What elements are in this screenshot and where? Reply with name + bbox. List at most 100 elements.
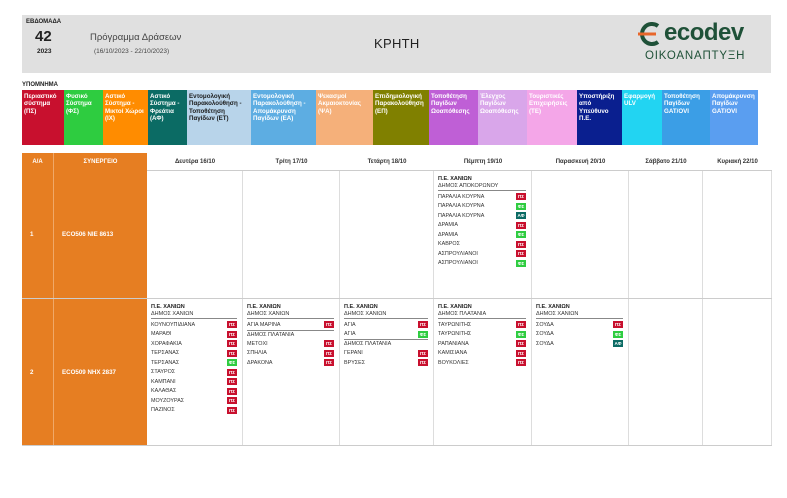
activity-type-badge: ΦΣ [227,359,237,367]
activity-row: ΔΡΑΚΟΝΑ ΠΣ [247,358,334,368]
program-title: Πρόγραμμα Δράσεων [90,32,182,43]
activity-type-badge: ΠΣ [418,359,428,367]
activity-row: ΤΑΥΡΩΝΙΤΗΣ ΠΣ [438,320,526,330]
logo-subtitle: ΟΙΚΟΑΝΑΠΤΥΞΗ [645,50,746,62]
region-title: ΚΡΗΤΗ [374,36,420,51]
activity-location: ΔΡΑΜΙΑ [438,222,458,229]
legend: Περιαστικό σύστημα (ΠΣ) Φυσικό Σύστημα (Φ… [22,90,758,145]
activity-row: ΓΕΡΑΝΙ ΠΣ [344,349,428,359]
activity-location: ΚΟΥΝΟΥΠΙΔΙΑΝΑ [151,321,196,328]
activity-type-badge: ΠΣ [227,349,237,357]
column-header-day: Σάββατο 21/10 [629,153,703,171]
activity-row: ΜΟΥΖΟΥΡΑΣ ΠΣ [151,396,237,406]
team-name: ECO506 ΝΙΕ 8613 [53,171,147,298]
activity-type-badge: ΠΣ [516,340,526,348]
activity-type-badge: ΦΣ [516,231,526,239]
activity-type-badge: ΦΣ [516,259,526,267]
activity-type-badge: ΠΣ [516,240,526,248]
activity-location: ΣΤΑΥΡΟΣ [151,369,176,376]
activity-location: ΠΑΡΑΛΙΑ ΚΟΥΡΝΑ [438,203,485,210]
day-activity-cell[interactable]: Π.Ε. ΧΑΝΙΩΝ ΔΗΜΟΣ ΧΑΝΙΩΝ ΣΟΥΔΑ ΠΣ ΣΟΥΔΑ ΦΣ ΣΟΥ… [536,304,623,349]
activity-location: ΜΑΡΑΘΙ [151,331,172,338]
day-activity-cell[interactable]: Π.Ε. ΧΑΝΙΩΝ ΔΗΜΟΣ ΧΑΝΙΩΝ ΚΟΥΝΟΥΠΙΔΙΑΝΑ ΠΣ ΜΑ… [151,304,237,415]
legend-item: Υποστήριξη από Υπεύθυνο Π.Ε. [577,90,622,145]
activity-type-badge: ΠΣ [324,349,334,357]
activity-type-badge: ΠΣ [227,340,237,348]
activity-location: ΚΑΒΡΟΣ [438,241,460,248]
column-divider [242,171,243,298]
column-divider [771,171,772,298]
legend-item: Αστικό Σύστημα - Φρεάτια (ΑΦ) [148,90,187,145]
activity-location: ΔΡΑΜΙΑ [438,231,458,238]
day-activity-cell[interactable]: Π.Ε. ΧΑΝΙΩΝ ΔΗΜΟΣ ΧΑΝΙΩΝ ΑΓΙΑ ΜΑΡΙΝΑ ΠΣ ΔΗΜΟ… [247,304,334,368]
activity-location: ΠΑΡΑΛΙΑ ΚΟΥΡΝΑ [438,212,485,219]
column-divider [433,299,434,445]
activity-type-badge: ΦΣ [516,330,526,338]
activity-type-badge: ΠΣ [418,321,428,329]
activity-row: ΔΡΑΜΙΑ ΠΣ [438,221,526,231]
cell-municipality: ΔΗΜΟΣ ΠΛΑΤΑΝΙΑ [344,339,428,349]
column-divider [242,299,243,445]
day-activity-cell[interactable]: Π.Ε. ΧΑΝΙΩΝ ΔΗΜΟΣ ΧΑΝΙΩΝ ΑΓΙΑ ΠΣ ΑΓΙΑ ΦΣ ΔΗΜΟΣ… [344,304,428,368]
day-activity-cell[interactable]: Π.Ε. ΧΑΝΙΩΝ ΔΗΜΟΣ ΠΛΑΤΑΝΙΑ ΤΑΥΡΩΝΙΤΗΣ ΠΣ ΤΑΥ… [438,304,526,368]
day-activity-cell[interactable]: Π.Ε. ΧΑΝΙΩΝ ΔΗΜΟΣ ΑΠΟΚΟΡΩΝΟΥ ΠΑΡΑΛΙΑ ΚΟΥΡΝ… [438,176,526,268]
activity-row: ΣΠΗΛΙΑ ΠΣ [247,349,334,359]
activity-type-badge: ΦΣ [418,330,428,338]
activity-location: ΔΡΑΚΟΝΑ [247,359,273,366]
activity-location: ΒΟΥΚΟΛΙΕΣ [438,359,469,366]
column-divider [531,299,532,445]
activity-location: ΠΑΖΙΝΟΣ [151,407,175,414]
activity-location: ΑΓΙΑ [344,321,356,328]
legend-item: Εντομολογική Παρακολούθηση - Απομάκρυνση… [251,90,316,145]
logo-text: ecodev [664,19,744,46]
team-name: ECO509 ΝΗΧ 2837 [53,299,147,445]
cell-region-title: Π.Ε. ΧΑΝΙΩΝ [536,304,570,310]
legend-item: Τοποθέτηση Παγίδων Ωοαπόθεσης [429,90,478,145]
activity-row: ΑΓΙΑ ΦΣ [344,330,428,340]
activity-type-badge: ΠΣ [516,349,526,357]
activity-row: ΡΑΠΑΝΙΑΝΑ ΠΣ [438,339,526,349]
legend-item: Ψεκασμοί Ακμαιοκτονίας (ΨΑ) [316,90,373,145]
ecodev-logo: ecodev ΟΙΚΟΑΝΑΠΤΥΞΗ [626,19,766,69]
legend-item: Εφαρμογή ULV [622,90,662,145]
cell-region-title: Π.Ε. ΧΑΝΙΩΝ [438,176,472,182]
row-number: 2 [22,299,53,445]
activity-location: ΓΕΡΑΝΙ [344,350,363,357]
cell-municipality: ΔΗΜΟΣ ΧΑΝΙΩΝ [247,311,334,319]
activity-location: ΚΑΜΠΑΝΙ [151,378,176,385]
activity-row: ΚΑΒΡΟΣ ΠΣ [438,240,526,250]
activity-type-badge: ΠΣ [227,378,237,386]
activity-row: ΣΤΑΥΡΟΣ ΠΣ [151,368,237,378]
activity-type-badge: ΦΣ [613,330,623,338]
activity-row: ΔΡΑΜΙΑ ΦΣ [438,230,526,240]
activity-type-badge: ΠΣ [516,193,526,201]
activity-type-badge: ΠΣ [227,321,237,329]
activity-row: ΚΑΜΙΣΙΑΝΑ ΠΣ [438,349,526,359]
week-number: 42 [35,28,52,45]
activity-type-badge: ΠΣ [227,330,237,338]
activity-location: ΤΑΥΡΩΝΙΤΗΣ [438,321,472,328]
column-divider [531,171,532,298]
cell-municipality: ΔΗΜΟΣ ΠΛΑΤΑΝΙΑ [438,311,526,319]
activity-row: ΑΓΙΑ ΜΑΡΙΝΑ ΠΣ [247,320,334,330]
header-bar: ΕΒΔΟΜΑΔΑ 42 2023 Πρόγραμμα Δράσεων (16/1… [22,15,771,73]
activity-location: ΧΟΡΑΦΑΚΙΑ [151,340,182,347]
activity-location: ΒΡΥΣΕΣ [344,359,366,366]
activity-row: ΚΑΜΠΑΝΙ ΠΣ [151,377,237,387]
activity-location: ΣΠΗΛΙΑ [247,350,267,357]
activity-type-badge: ΠΣ [227,397,237,405]
activity-row: ΑΣΠΡΟΥΛΙΑΝΟΙ ΠΣ [438,249,526,259]
schedule-row: 1 ECO506 ΝΙΕ 8613 Π.Ε. ΧΑΝΙΩΝ ΔΗΜΟΣ ΑΠΟΚΟΡΩ… [22,171,772,299]
activity-row: ΑΓΙΑ ΠΣ [344,320,428,330]
activity-location: ΠΑΡΑΛΙΑ ΚΟΥΡΝΑ [438,193,485,200]
legend-item: Αστικό Σύστημα - Μικτοί Χώροι (ΙΧ) [103,90,148,145]
activity-location: ΤΕΡΣΑΝΑΣ [151,359,180,366]
activity-row: ΣΟΥΔΑ ΑΦ [536,339,623,349]
activity-row: ΤΕΡΣΑΝΑΣ ΠΣ [151,349,237,359]
week-year: 2023 [37,48,52,55]
column-header-day: Τετάρτη 18/10 [340,153,434,171]
activity-row: ΒΟΥΚΟΛΙΕΣ ΠΣ [438,358,526,368]
activity-type-badge: ΑΦ [516,212,526,220]
week-label: ΕΒΔΟΜΑΔΑ [26,19,62,25]
activity-location: ΤΕΡΣΑΝΑΣ [151,350,180,357]
